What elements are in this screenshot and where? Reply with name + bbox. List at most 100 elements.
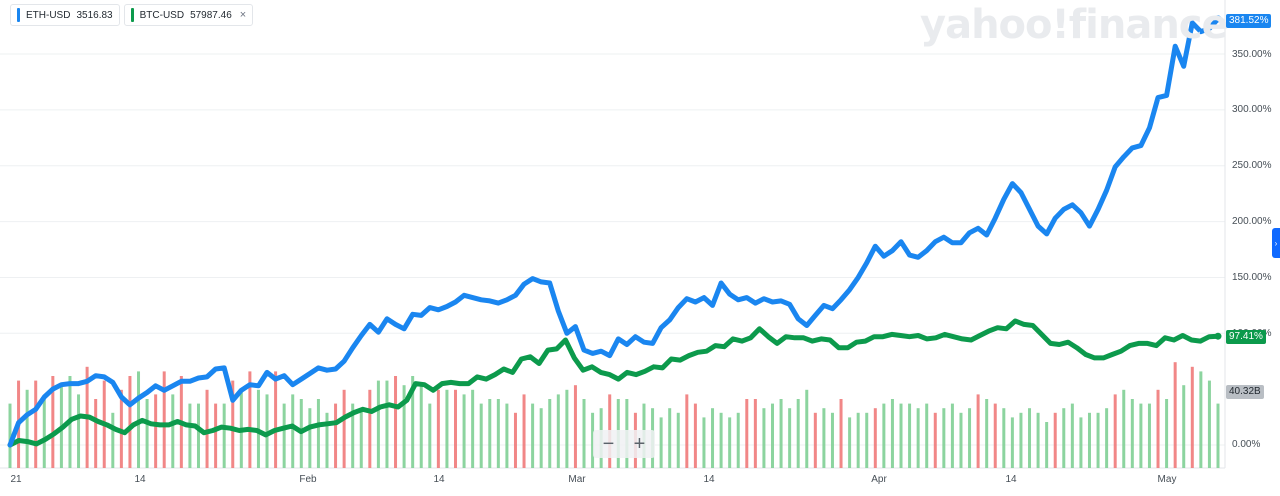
volume-bar: [1087, 412, 1091, 468]
x-tick-label: 14: [433, 474, 445, 485]
volume-bar: [1122, 389, 1126, 468]
volume-bar: [685, 394, 689, 468]
expand-panel-button[interactable]: ›: [1272, 228, 1280, 258]
volume-bar: [565, 389, 569, 468]
volume-bar: [274, 371, 278, 468]
volume-bar: [419, 385, 423, 468]
y-tick-label: 200.00%: [1232, 216, 1272, 227]
volume-bar: [488, 399, 492, 468]
volume-bar: [351, 403, 355, 468]
btc-price: 57987.46: [190, 9, 232, 21]
volume-bar: [196, 403, 200, 468]
volume-bar: [42, 399, 46, 468]
volume-bar: [702, 417, 706, 468]
legend: ETH-USD 3516.83 BTC-USD 57987.46 ×: [10, 4, 254, 26]
volume-bar: [591, 412, 595, 468]
x-tick-label: Mar: [568, 474, 586, 485]
volume-bar: [573, 385, 577, 468]
volume-bar: [839, 399, 843, 468]
volume-bar: [334, 403, 338, 468]
volume-bar: [1079, 417, 1083, 468]
volume-bar: [479, 403, 483, 468]
yahoo-finance-logo: yahoo!finance: [920, 2, 1229, 48]
btc-symbol: BTC-USD: [139, 9, 185, 21]
volume-bar: [908, 403, 912, 468]
y-tick-label: 150.00%: [1232, 272, 1272, 283]
y-tick-label: 0.00%: [1232, 439, 1261, 450]
btc-value-tag: 97.41%: [1226, 330, 1266, 344]
volume-bar: [745, 399, 749, 468]
volume-bar: [248, 371, 252, 468]
legend-chip-btc[interactable]: BTC-USD 57987.46 ×: [123, 4, 254, 26]
volume-bar: [788, 408, 792, 468]
volume-bar: [1182, 385, 1186, 468]
volume-bar: [728, 417, 732, 468]
x-tick-label: Feb: [299, 474, 317, 485]
volume-bar: [462, 394, 466, 468]
volume-bar: [916, 408, 920, 468]
volume-bar: [171, 394, 175, 468]
volume-bar: [94, 399, 98, 468]
volume-bar: [128, 376, 132, 468]
zoom-out-button[interactable]: −: [602, 433, 615, 455]
volume-bar: [1096, 412, 1100, 468]
volume-value-tag: 40.32B: [1226, 385, 1264, 399]
volume-bar: [316, 399, 320, 468]
volume-bar: [556, 394, 560, 468]
volume-bar: [214, 403, 218, 468]
volume-bar: [873, 408, 877, 468]
volume-bar: [1130, 399, 1134, 468]
volume-bar: [813, 412, 817, 468]
volume-bar: [753, 399, 757, 468]
volume-bar: [668, 408, 672, 468]
volume-bar: [856, 412, 860, 468]
volume-bar: [368, 389, 372, 468]
volume-bar: [950, 403, 954, 468]
volume-bar: [779, 399, 783, 468]
series-line-btc-usd: [7, 318, 1221, 448]
volume-bar: [1028, 408, 1032, 468]
volume-bar: [394, 376, 398, 468]
volume-bar: [1062, 408, 1066, 468]
legend-chip-eth[interactable]: ETH-USD 3516.83: [10, 4, 120, 26]
volume-bar: [222, 403, 226, 468]
volume-bar: [1156, 389, 1160, 468]
volume-bar: [376, 380, 380, 468]
volume-bar: [736, 412, 740, 468]
volume-bar: [342, 389, 346, 468]
close-icon[interactable]: ×: [239, 9, 247, 21]
volume-bar: [1147, 403, 1151, 468]
volume-bar: [796, 399, 800, 468]
volume-bar: [1216, 403, 1220, 468]
volume-bar: [231, 380, 235, 468]
volume-bar: [51, 376, 55, 468]
volume-bar: [805, 389, 809, 468]
volume-bar: [308, 408, 312, 468]
btc-color-swatch: [130, 8, 134, 22]
volume-bar: [770, 403, 774, 468]
volume-bar: [282, 403, 286, 468]
volume-bar: [762, 408, 766, 468]
volume-bar: [359, 408, 363, 468]
volume-bar: [291, 394, 295, 468]
series-lines: [7, 15, 1222, 448]
volume-bar: [325, 412, 329, 468]
volume-bar: [1002, 408, 1006, 468]
volume-bar: [822, 408, 826, 468]
volume-bar: [445, 389, 449, 468]
volume-bar: [25, 389, 29, 468]
volume-bar: [968, 408, 972, 468]
volume-bar: [1173, 362, 1177, 468]
volume-bar: [1199, 371, 1203, 468]
volume-bar: [1207, 380, 1211, 468]
volume-bar: [428, 403, 432, 468]
y-tick-label: 250.00%: [1232, 160, 1272, 171]
zoom-in-button[interactable]: +: [633, 433, 646, 455]
x-tick-label: 14: [134, 474, 146, 485]
volume-bar: [1139, 403, 1143, 468]
y-tick-label: 350.00%: [1232, 49, 1272, 60]
volume-bar: [993, 403, 997, 468]
volume-bar: [933, 412, 937, 468]
eth-symbol: ETH-USD: [26, 9, 71, 21]
